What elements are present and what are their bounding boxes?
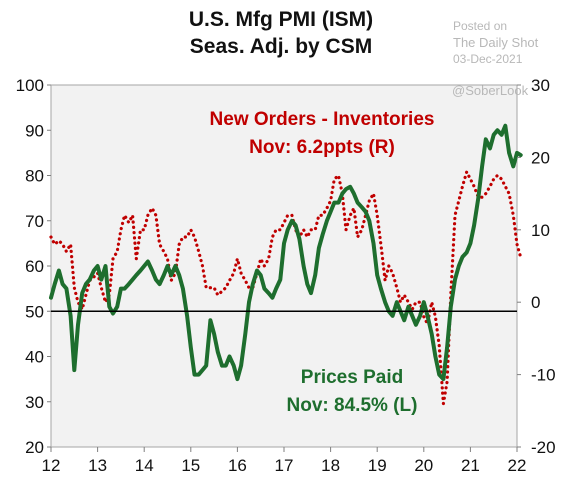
- x-axis-tick-label: 19: [368, 456, 387, 475]
- prices-paid-label-line-1: Prices Paid: [301, 367, 403, 388]
- x-axis-tick-label: 12: [42, 456, 61, 475]
- x-axis-tick-label: 22: [508, 456, 527, 475]
- new-orders-label-line-1: New Orders - Inventories: [210, 109, 435, 130]
- left-axis-tick-label: 60: [25, 257, 44, 276]
- right-axis-tick-label: -10: [531, 366, 556, 385]
- left-axis-tick-label: 40: [25, 348, 44, 367]
- right-axis-tick-label: 30: [531, 76, 550, 95]
- right-axis-tick-label: 10: [531, 221, 550, 240]
- right-axis-tick-label: 0: [531, 293, 540, 312]
- new-orders-label-line-2: Nov: 6.2ppts (R): [249, 137, 395, 158]
- watermark-source: The Daily Shot: [453, 35, 539, 50]
- x-axis-tick-label: 20: [414, 456, 433, 475]
- chart-title-line-1: U.S. Mfg PMI (ISM): [189, 8, 373, 31]
- left-axis-tick-label: 90: [25, 121, 44, 140]
- prices-paid-label-line-2: Nov: 84.5% (L): [287, 395, 418, 416]
- left-axis-tick-label: 50: [25, 302, 44, 321]
- right-axis-tick-label: -20: [531, 438, 556, 457]
- plot-area: [50, 84, 518, 448]
- left-axis-tick-label: 80: [25, 167, 44, 186]
- left-axis-tick-label: 70: [25, 212, 44, 231]
- x-axis-tick-label: 16: [228, 456, 247, 475]
- x-axis-tick-label: 21: [461, 456, 480, 475]
- chart-title-line-2: Seas. Adj. by CSM: [190, 35, 372, 58]
- watermark-posted-on: Posted on: [453, 19, 507, 33]
- new-orders-minus-inventories-line: [49, 170, 523, 406]
- x-axis-tick-label: 17: [275, 456, 294, 475]
- left-axis-tick-label: 30: [25, 393, 44, 412]
- right-axis-tick-label: 20: [531, 148, 550, 167]
- x-axis-tick-label: 15: [181, 456, 200, 475]
- watermark-handle: @SoberLook: [452, 83, 529, 98]
- prices-paid-line: [49, 123, 523, 382]
- x-axis-tick-label: 14: [135, 456, 154, 475]
- x-axis-tick-label: 13: [88, 456, 107, 475]
- x-axis-tick-label: 18: [321, 456, 340, 475]
- left-axis-tick-label: 100: [16, 76, 44, 95]
- watermark-date: 03-Dec-2021: [453, 52, 523, 66]
- left-axis-tick-label: 20: [25, 438, 44, 457]
